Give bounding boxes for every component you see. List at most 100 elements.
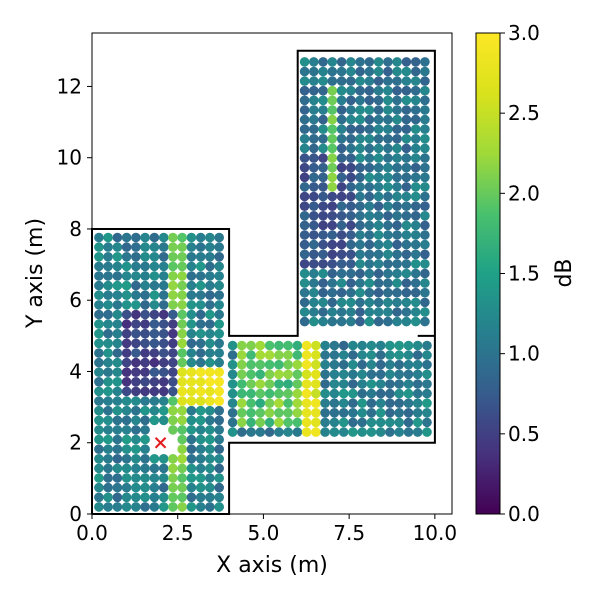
data-point <box>158 271 169 281</box>
data-point <box>355 191 365 202</box>
data-point <box>168 242 178 252</box>
data-point <box>318 57 328 67</box>
data-point <box>364 143 375 154</box>
data-point <box>373 316 384 327</box>
data-point <box>246 427 256 437</box>
data-point <box>186 463 197 474</box>
data-point <box>394 398 405 409</box>
data-point <box>309 134 319 144</box>
data-point <box>375 398 386 409</box>
data-point <box>214 348 224 358</box>
data-point <box>205 415 215 426</box>
data-point <box>410 172 421 183</box>
colorbar-tick-label: 2.0 <box>508 181 540 205</box>
data-point <box>299 124 310 134</box>
data-point <box>373 172 384 183</box>
data-point <box>346 85 356 96</box>
data-point <box>410 153 421 163</box>
data-point <box>103 261 113 272</box>
data-point <box>336 307 347 317</box>
data-point <box>103 300 113 310</box>
data-point <box>401 307 412 317</box>
data-point <box>373 230 384 240</box>
data-point <box>121 300 132 310</box>
data-point <box>158 357 169 368</box>
data-point <box>214 473 224 483</box>
data-point <box>168 300 178 310</box>
data-point <box>401 162 412 173</box>
data-point <box>299 143 310 154</box>
data-point <box>403 359 414 370</box>
data-point <box>336 230 347 240</box>
colorbar-tick-label: 2.5 <box>508 101 540 125</box>
data-point <box>373 153 384 163</box>
data-point <box>355 268 365 279</box>
data-point <box>214 415 224 426</box>
data-point <box>195 454 206 464</box>
data-point <box>158 396 169 406</box>
data-point <box>311 379 321 389</box>
data-point <box>214 425 224 435</box>
data-point <box>401 220 412 231</box>
data-point <box>94 386 104 397</box>
data-point <box>186 377 197 387</box>
data-point <box>283 417 293 428</box>
data-point <box>177 482 187 493</box>
data-point <box>385 427 395 437</box>
data-point <box>383 172 393 183</box>
data-point <box>309 316 319 327</box>
data-point <box>336 134 347 144</box>
data-point <box>318 172 328 183</box>
data-point <box>383 85 393 96</box>
data-point <box>420 57 430 67</box>
data-point <box>103 319 113 329</box>
data-point <box>392 182 402 192</box>
data-point <box>355 124 365 134</box>
data-point <box>299 76 310 86</box>
data-point <box>385 350 395 360</box>
data-point <box>299 182 310 192</box>
data-point <box>364 191 375 202</box>
data-point <box>168 405 178 416</box>
data-point <box>112 482 123 493</box>
data-point <box>121 367 132 378</box>
data-point <box>320 408 330 418</box>
data-point <box>373 105 384 115</box>
data-point <box>412 427 423 437</box>
data-point <box>346 153 356 163</box>
data-point <box>355 95 365 106</box>
data-point <box>112 280 123 291</box>
data-point <box>336 268 347 279</box>
data-point <box>140 280 150 291</box>
data-point <box>311 350 321 360</box>
data-point <box>309 172 319 183</box>
data-point <box>299 297 310 308</box>
data-point <box>346 182 356 192</box>
data-point <box>309 249 319 260</box>
data-point <box>392 259 402 269</box>
data-point <box>227 379 238 389</box>
data-point <box>355 66 365 77</box>
data-point <box>392 95 402 106</box>
data-point <box>205 280 215 291</box>
data-point <box>149 357 160 368</box>
data-point <box>140 482 150 493</box>
data-point <box>112 386 123 397</box>
data-point <box>195 251 206 262</box>
data-point <box>140 502 150 512</box>
data-point <box>422 398 432 409</box>
data-point <box>205 425 215 435</box>
data-point <box>205 232 215 243</box>
data-point <box>94 415 104 426</box>
data-point <box>103 463 113 474</box>
data-point <box>394 417 405 428</box>
data-point <box>195 271 206 281</box>
data-point <box>94 357 104 368</box>
data-point <box>103 425 113 435</box>
data-point <box>168 348 178 358</box>
data-point <box>94 328 104 339</box>
data-point <box>131 319 141 329</box>
data-point <box>420 124 430 134</box>
data-point <box>195 377 206 387</box>
